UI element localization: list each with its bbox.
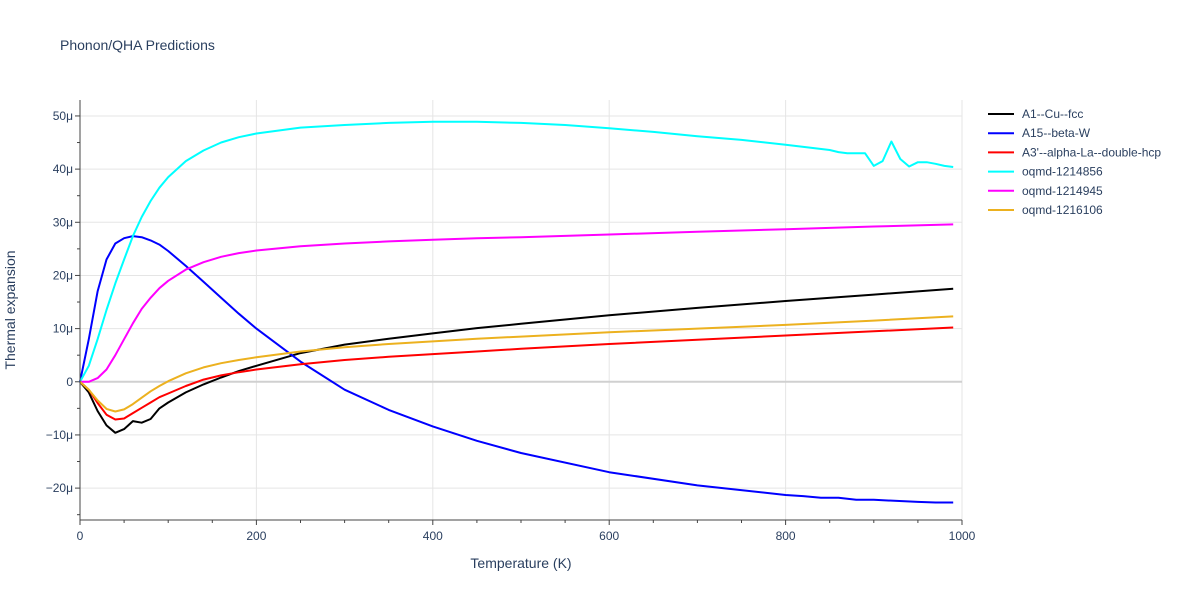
x-axis-ticks: 0 200 400 600 800 1000 — [77, 520, 976, 543]
chart-title: Phonon/QHA Predictions — [60, 37, 215, 53]
x-tick-label: 400 — [423, 529, 443, 543]
x-axis-title: Temperature (K) — [470, 555, 571, 571]
legend-item[interactable]: oqmd-1214945 — [988, 184, 1103, 198]
series-line-oqmd-1214856 — [79, 120, 954, 383]
x-tick-label: 600 — [599, 529, 619, 543]
legend-label: A1--Cu--fcc — [1022, 107, 1083, 121]
legend-label: A3'--alpha-La--double-hcp — [1022, 145, 1161, 159]
x-tick-label: 1000 — [949, 529, 976, 543]
series-group — [79, 120, 954, 504]
y-axis-ticks: −20μ −10μ 0 10μ 20μ 30μ 40μ 50μ — [46, 109, 80, 516]
series-line-A3'--alpha-La--double-hcp — [79, 326, 954, 421]
legend-label: oqmd-1216106 — [1022, 203, 1103, 217]
y-axis-title: Thermal expansion — [2, 250, 18, 369]
y-tick-label: −20μ — [46, 481, 73, 495]
legend: A1--Cu--fcc A15--beta-W A3'--alpha-La--dou… — [988, 107, 1161, 217]
y-tick-label: 10μ — [53, 322, 73, 336]
legend-item[interactable]: A15--beta-W — [988, 126, 1091, 140]
x-tick-label: 200 — [246, 529, 266, 543]
grid — [79, 100, 963, 520]
x-tick-label: 800 — [776, 529, 796, 543]
series-line-oqmd-1216106 — [79, 315, 954, 413]
legend-label: A15--beta-W — [1022, 126, 1091, 140]
series-line-A15--beta-W — [79, 235, 954, 504]
legend-label: oqmd-1214856 — [1022, 165, 1103, 179]
y-tick-label: 40μ — [53, 162, 73, 176]
y-tick-label: −10μ — [46, 428, 73, 442]
y-tick-label: 0 — [66, 375, 73, 389]
y-tick-label: 30μ — [53, 215, 73, 229]
legend-label: oqmd-1214945 — [1022, 184, 1103, 198]
legend-item[interactable]: oqmd-1214856 — [988, 165, 1103, 179]
series-line-A1--Cu--fcc — [79, 287, 954, 434]
y-tick-label: 20μ — [53, 268, 73, 282]
series-line-oqmd-1214945 — [80, 223, 954, 383]
axes — [79, 100, 962, 521]
legend-item[interactable]: A1--Cu--fcc — [988, 107, 1083, 121]
legend-item[interactable]: oqmd-1216106 — [988, 203, 1103, 217]
y-tick-label: 50μ — [53, 109, 73, 123]
x-tick-label: 0 — [77, 529, 84, 543]
legend-item[interactable]: A3'--alpha-La--double-hcp — [988, 145, 1161, 159]
